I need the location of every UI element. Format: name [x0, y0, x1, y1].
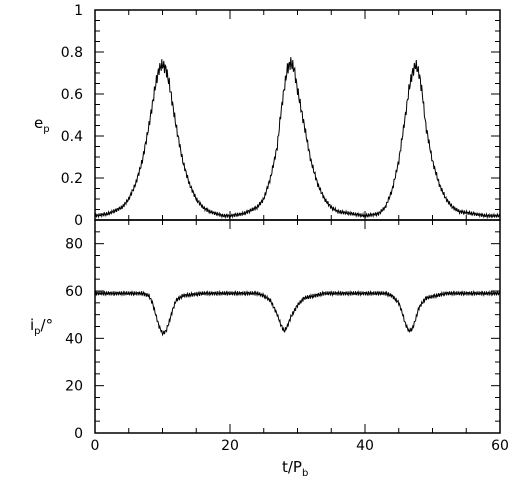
bottom-y-tick-label: 80	[65, 237, 83, 253]
top-y-tick-label: 0	[74, 213, 83, 229]
top-y-tick-label: 0.6	[61, 87, 83, 103]
top-y-tick-label: 0.8	[61, 45, 83, 61]
x-axis-label: t/Pb	[282, 458, 308, 479]
bottom-y-axis-label: ip/°	[30, 316, 53, 337]
eccentricity-series-line	[94, 57, 501, 220]
bottom-y-tick-label: 60	[65, 284, 83, 300]
x-tick-label: 0	[91, 438, 100, 454]
top-plot-frame	[94, 9, 501, 221]
top-y-axis-label: ep	[34, 114, 50, 135]
bottom-plot-frame	[94, 219, 501, 434]
x-tick-label: 40	[356, 438, 374, 454]
top-y-tick-label: 0.2	[61, 171, 83, 187]
x-tick-label: 20	[221, 438, 239, 454]
inclination-series-line	[94, 289, 501, 337]
x-tick-label: 60	[491, 438, 509, 454]
bottom-y-tick-label: 40	[65, 331, 83, 347]
bottom-y-tick-label: 0	[74, 426, 83, 442]
top-y-tick-label: 1	[74, 3, 83, 19]
top-y-tick-label: 0.4	[61, 129, 83, 145]
bottom-y-tick-label: 20	[65, 379, 83, 395]
